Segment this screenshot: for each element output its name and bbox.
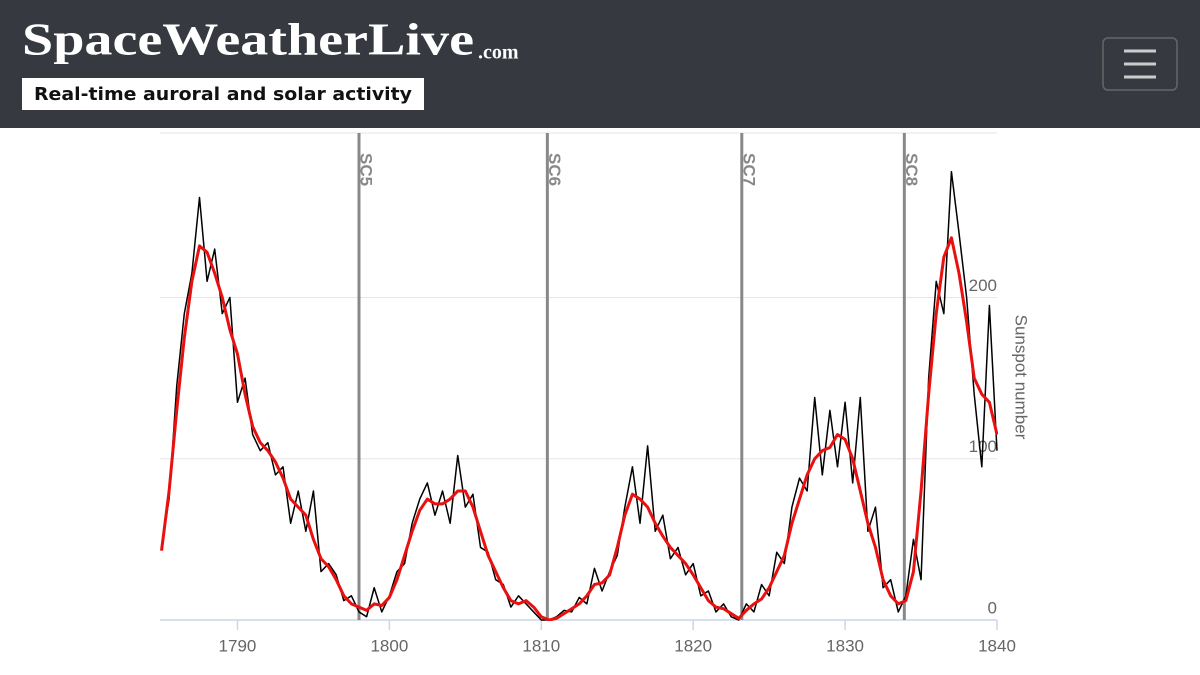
cycle-label: SC6 <box>545 153 564 186</box>
x-tick-label: 1840 <box>978 636 1016 655</box>
tagline: Real-time auroral and solar activity <box>34 84 412 105</box>
x-tick-label: 1820 <box>674 636 712 655</box>
series-line <box>160 170 998 621</box>
cycle-label: SC8 <box>902 153 921 186</box>
x-tick-label: 1810 <box>522 636 560 655</box>
plot-lines <box>160 170 998 621</box>
x-tick-label: 1800 <box>370 636 408 655</box>
y-axis-title: Sunspot number <box>1012 315 1031 440</box>
series-line <box>160 236 998 621</box>
menu-button[interactable] <box>1102 37 1178 91</box>
tagline-box <box>22 78 424 110</box>
menu-button-border[interactable] <box>1102 37 1178 91</box>
y-tick-label: 0 <box>988 598 997 617</box>
cycle-label: SC5 <box>357 153 376 186</box>
logo[interactable]: SpaceWeatherLive <box>22 14 474 65</box>
x-tick-label: 1830 <box>826 636 864 655</box>
cycle-label: SC7 <box>739 153 758 186</box>
x-tick-label: 1790 <box>219 636 257 655</box>
logo-suffix: .com <box>478 42 519 64</box>
y-tick-label: 200 <box>969 276 997 295</box>
